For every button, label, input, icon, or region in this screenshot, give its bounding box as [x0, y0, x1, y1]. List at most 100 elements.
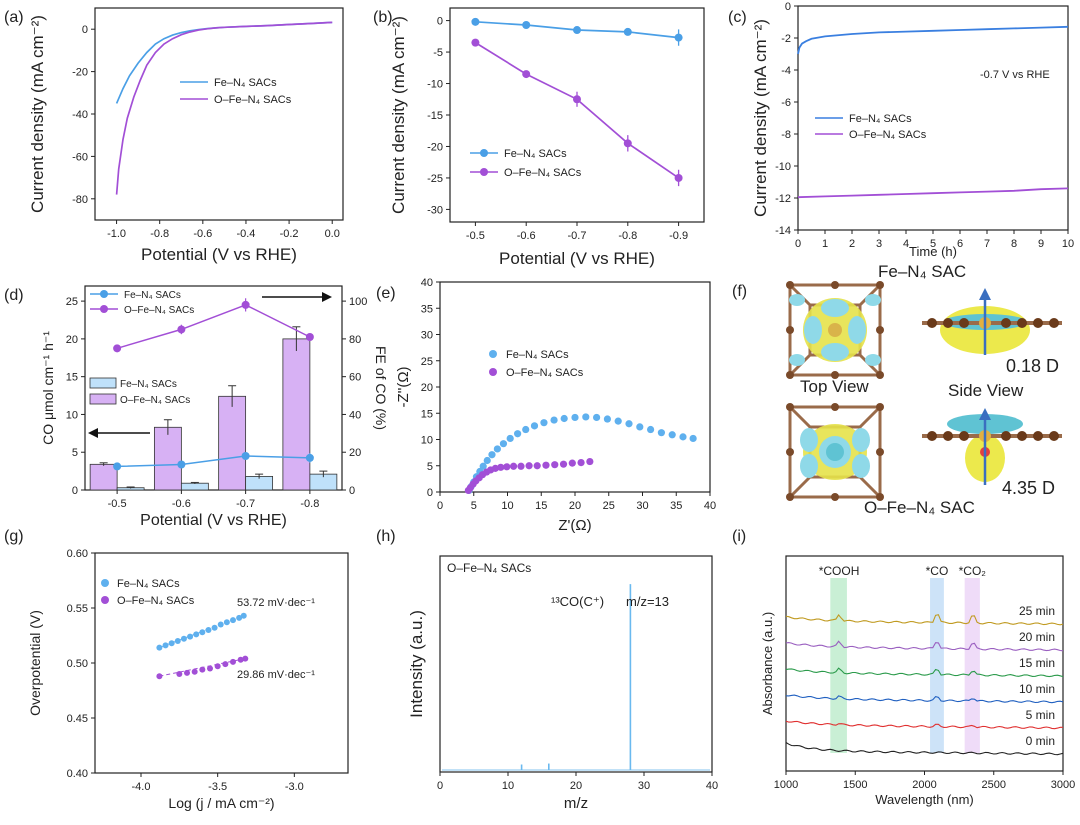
time-label: 5 min	[1026, 708, 1055, 722]
legend-sample: O–Fe–N₄ SACs	[447, 561, 531, 575]
fe-line-1	[116, 304, 311, 350]
x-tick-label: 35	[670, 500, 682, 512]
data-point-0	[603, 415, 612, 423]
data-point-0	[614, 417, 622, 425]
y-axis-label: -Z''(Ω)	[395, 366, 412, 407]
data-point-0	[540, 419, 548, 427]
data-point-0	[636, 423, 644, 431]
data-point	[623, 27, 632, 36]
data-point-0	[522, 425, 530, 434]
data-point-0	[199, 629, 206, 636]
data-point-1	[191, 668, 198, 675]
panel-label-a: (a)	[4, 9, 24, 26]
y-tick-label: 0.45	[67, 713, 88, 725]
time-label: 20 min	[1019, 630, 1055, 644]
x-tick-label: -0.5	[108, 498, 127, 510]
data-point	[573, 26, 581, 35]
y-tick-label: -20	[427, 141, 443, 153]
legend-label: O–Fe–N₄ SACs	[214, 94, 292, 106]
x-tick-label: 40	[706, 780, 718, 792]
panel-e: (e) 0 5 10 15 20 25 30 35 40 0 5 10 15 20 25 30 35 40 Z'(Ω)…	[376, 277, 716, 534]
panel-g: (g) -4.0 -3.5 -3.0 0.40 0.45 0.50 0.55 0.60 Log (…	[4, 528, 349, 811]
series-line-0	[797, 25, 1069, 55]
x-tick-label: 7	[984, 238, 990, 250]
series-line-1	[115, 21, 333, 195]
data-point-1	[509, 462, 518, 470]
x-tick-label: 0	[437, 780, 443, 792]
data-point-0	[217, 621, 224, 628]
data-point-0	[625, 420, 633, 428]
legend-label: O–Fe–N₄ SACs	[849, 129, 927, 141]
x-tick-label: 15	[535, 500, 547, 512]
band-label: *CO	[926, 564, 949, 578]
x-tick-label: 10	[501, 500, 513, 512]
data-point-1	[517, 462, 525, 470]
fe-point	[177, 325, 186, 334]
panel-label-c: (c)	[728, 9, 747, 26]
bar-fe-n4	[180, 482, 209, 491]
y-right-axis-label: FE of CO (%)	[373, 346, 389, 430]
data-point-0	[493, 445, 501, 453]
y-tick-label: -8	[781, 129, 791, 141]
x-tick-label: -0.4	[236, 228, 255, 240]
dipole-label-2: 4.35 D	[1002, 478, 1055, 498]
time-label: 10 min	[1019, 682, 1055, 696]
bar-o-fe-n4	[89, 463, 118, 491]
y-tick-label: 0.40	[67, 768, 88, 780]
x-tick-label: 5	[471, 500, 477, 512]
y-tick-label: -60	[72, 151, 88, 163]
legend-bar-label: O–Fe–N₄ SACs	[120, 395, 190, 406]
plot-frame-e	[439, 281, 711, 493]
charts-layer: (a)-1.0 -0.8 -0.6 -0.4 -0.2 0.00-20-40-60-80P…	[4, 1, 1075, 812]
plot-frame-b	[449, 7, 705, 223]
panel-i: (i) 1000 1500 2000 2500 3000 Wavelength (nm) Ab…	[732, 528, 1075, 807]
panel-label-h: (h)	[376, 528, 396, 545]
y-tick-label: 5	[72, 447, 78, 459]
x-tick-label: 6	[957, 238, 963, 250]
arrow-left-head	[88, 428, 98, 438]
y-tick-label: -14	[775, 225, 791, 237]
title-fe-n4-sac: Fe–N₄ SAC	[878, 262, 966, 281]
data-point-0	[483, 456, 491, 465]
data-point-0	[156, 644, 163, 651]
x-tick-label: 4	[903, 238, 909, 250]
x-tick-label: -0.8	[300, 498, 319, 510]
legend-bar-swatch	[89, 377, 117, 389]
fe-line-0	[117, 455, 310, 468]
side-view-o-fe-n4-structure	[922, 408, 1062, 485]
panel-label-d: (d)	[4, 287, 24, 304]
legend-bar-swatch	[89, 393, 117, 405]
peak-label: ¹³CO(C⁺)	[551, 594, 604, 609]
y-tick-label: 30	[421, 330, 433, 342]
y-tick-label: 0.50	[67, 658, 88, 670]
x-tick-label: -0.7	[236, 498, 255, 510]
legend-marker	[480, 168, 488, 176]
spectrum-line-5	[785, 613, 1064, 626]
y-right-tick-label: 100	[349, 296, 367, 308]
data-point-0	[240, 612, 247, 619]
x-tick-label: -1.0	[107, 228, 126, 240]
x-axis-label: Potential (V vs RHE)	[140, 512, 287, 529]
legend-label: Fe–N₄ SACs	[124, 290, 181, 301]
slope-label: 29.86 mV·dec⁻¹	[237, 669, 315, 681]
y-tick-label: -15	[427, 110, 443, 122]
y-axis-label: Overpotential (V)	[27, 610, 43, 716]
data-point	[573, 95, 581, 104]
data-point-0	[499, 440, 508, 448]
data-point-1	[199, 666, 206, 673]
x-tick-label: 20	[570, 780, 582, 792]
y-tick-label: 5	[427, 461, 433, 473]
data-point-0	[223, 619, 230, 626]
side-view-fe-n4-structure	[922, 288, 1062, 355]
y-tick-label: -20	[72, 67, 88, 79]
band-label: *CO₂	[959, 564, 987, 578]
y-right-tick-label: 20	[349, 447, 361, 459]
x-axis-label: Potential (V vs RHE)	[141, 245, 297, 264]
legend-label: O–Fe–N₄ SACs	[117, 595, 195, 607]
x-tick-label: 2	[849, 238, 855, 250]
legend-marker	[489, 368, 497, 376]
x-tick-label: -0.7	[568, 230, 587, 242]
spectrum-line-4	[785, 640, 1064, 652]
legend-marker	[101, 579, 109, 587]
data-point	[674, 173, 683, 182]
